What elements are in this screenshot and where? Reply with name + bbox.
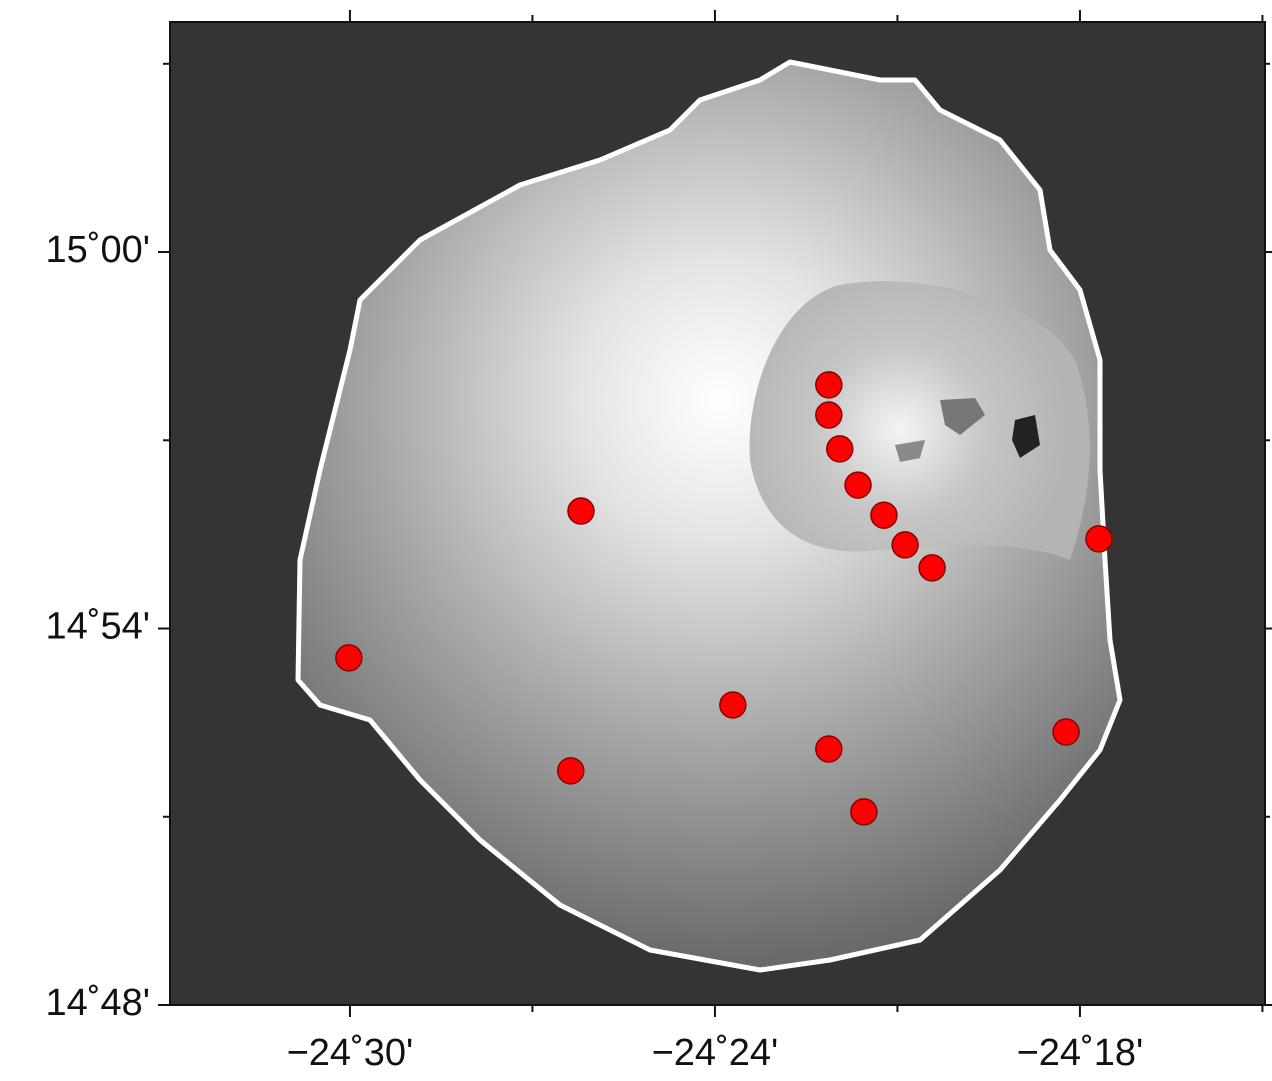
station [816,402,842,428]
station [336,645,362,671]
station [816,372,842,398]
station [720,692,746,718]
station [892,532,918,558]
station [558,758,584,784]
map: −24˚30' −24˚24' −24˚18' 14˚48' 14˚54' 15˚00' [0,0,1272,1081]
station [827,436,853,462]
station [845,472,871,498]
station [919,555,945,581]
station [1086,526,1112,552]
station [568,498,594,524]
x-tick-label: −24˚30' [287,1032,414,1074]
station [1053,719,1079,745]
y-tick-label: 15˚00' [46,229,150,271]
station [816,736,842,762]
station [871,502,897,528]
x-tick-label: −24˚24' [652,1032,779,1074]
station [851,799,877,825]
y-tick-label: 14˚48' [46,982,150,1024]
x-tick-label: −24˚18' [1017,1032,1144,1074]
y-tick-label: 14˚54' [46,606,150,648]
